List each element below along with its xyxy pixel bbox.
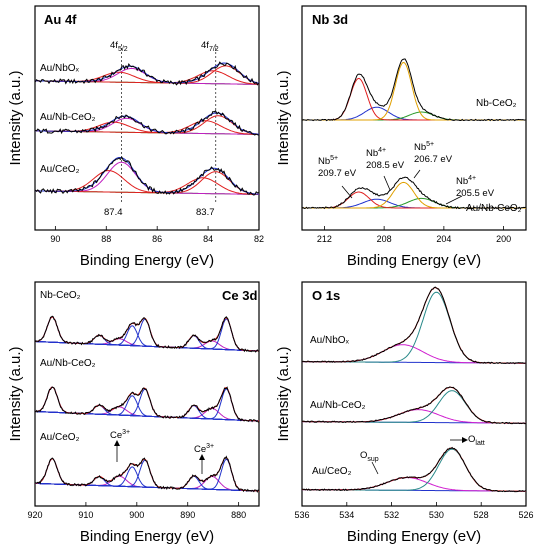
o1s-raw-1 — [301, 386, 527, 425]
au4f-xtick-label-1: 88 — [101, 234, 111, 244]
panel-au4f: Au 4f 90 88 86 84 82 4f5/2 4f7/2 Au/NbOₓ Au/… — [7, 5, 264, 269]
o1s-annotation-osup: Osup — [360, 450, 379, 463]
au4f-sample-label-1: Au/NbOₓ — [40, 63, 80, 74]
ce3d-raw-0 — [34, 315, 260, 353]
o1s-annotation-olatt: Olatt — [468, 434, 485, 447]
o1s-sup-component-1 — [302, 409, 526, 424]
ce3d-sample-label-2: Au/Nb-CeO₂ — [40, 358, 96, 369]
au4f-title: Au 4f — [44, 12, 77, 27]
au4f-ref-label-1: 87.4 — [104, 207, 123, 218]
nb3d-xtick-label-0: 212 — [317, 234, 332, 244]
o1s-arrow-osup — [371, 461, 379, 475]
panel-nb3d: Nb 3d 212 208 204 200 Nb-CeO₂ Au/Nb-CeO₂ Nb… — [275, 5, 527, 269]
au4f-raw-2 — [34, 156, 260, 196]
o1s-xlabel: Binding Energy (eV) — [347, 528, 481, 545]
ce3d-arrowhead-1 — [114, 440, 120, 446]
ce3d-sample-label-3: Au/CeO₂ — [40, 432, 80, 443]
ce3d-raw-1 — [34, 386, 260, 423]
au4f-sample-label-2: Au/Nb-CeO₂ — [40, 112, 96, 123]
nb3d-arrow-3 — [413, 169, 421, 179]
panel-ce3d: Ce 3d 920 910 900 890 880 Nb-CeO₂ Au/Nb-CeO₂… — [7, 281, 260, 545]
nb3d-top-envelope — [301, 58, 527, 122]
o1s-raw-2 — [301, 446, 527, 493]
ce3d-arrowhead-2 — [199, 454, 205, 460]
nb3d-annotation-nb5-b: Nb5+ 206.7 eV — [414, 141, 453, 165]
au4f-xtick-label-4: 82 — [254, 234, 264, 244]
o1s-title: O 1s — [312, 288, 340, 303]
nb3d-xtick-label-1: 208 — [377, 234, 392, 244]
panel-o1s: O 1s 536 534 532 530 528 526 Au/NbOₓ Au/Nb-Ce… — [275, 281, 534, 545]
ce3d-raw-2 — [34, 455, 260, 493]
au4f-raw-1 — [34, 110, 260, 136]
au4f-peak-label-5-2: 4f5/2 — [110, 40, 128, 53]
ce3d-ce4-component-0-5 — [35, 318, 259, 352]
ce3d-ce3-component-1-0 — [35, 406, 259, 422]
o1s-sup-component-0 — [302, 344, 526, 364]
ce3d-xtick-label-2: 900 — [129, 510, 144, 520]
nb3d-xlabel: Binding Energy (eV) — [347, 252, 481, 269]
nb3d-title: Nb 3d — [312, 12, 348, 27]
ce3d-xtick-label-3: 890 — [180, 510, 195, 520]
au4f-peak-label-7-2: 4f7/2 — [201, 40, 219, 53]
ce3d-ce4-component-2-0 — [35, 458, 259, 492]
au4f-sample-label-3: Au/CeO₂ — [40, 164, 80, 175]
o1s-sample-label-1: Au/NbOₓ — [310, 335, 350, 346]
nb3d-annotation-nb5-a: Nb5+ 209.7 eV — [318, 155, 357, 179]
ce3d-xtick-label-0: 920 — [27, 510, 42, 520]
nb3d-arrow-1 — [341, 185, 353, 199]
au4f-xtick-label-3: 84 — [203, 234, 213, 244]
o1s-arrowhead-olatt — [462, 437, 468, 443]
o1s-xtick-label-3: 530 — [429, 510, 444, 520]
nb3d-ylabel: Intensity (a.u.) — [275, 70, 292, 165]
nb3d-arrow-4 — [445, 195, 463, 205]
nb3d-top-nb5-b — [302, 61, 526, 121]
o1s-xtick-label-5: 526 — [518, 510, 533, 520]
ce3d-ce4-component-2-3 — [35, 459, 259, 492]
au4f-ylabel: Intensity (a.u.) — [7, 70, 24, 165]
au4f-frame — [34, 5, 260, 231]
ce3d-title: Ce 3d — [222, 288, 257, 303]
ce3d-annotation-ce3-b: Ce3+ — [194, 443, 214, 455]
o1s-frame — [301, 281, 527, 507]
nb3d-xtick-label-2: 204 — [436, 234, 451, 244]
au4f-xlabel: Binding Energy (eV) — [80, 252, 214, 269]
nb3d-annotation-nb4-a: Nb4+ 208.5 eV — [366, 147, 405, 171]
au4f-ref-label-2: 83.7 — [196, 207, 215, 218]
ce3d-xtick-label-1: 910 — [78, 510, 93, 520]
ce3d-ce4-component-0-2 — [35, 325, 259, 352]
o1s-xtick-label-4: 528 — [474, 510, 489, 520]
ce3d-frame — [34, 281, 260, 507]
o1s-xtick-label-1: 534 — [339, 510, 354, 520]
ce3d-ylabel: Intensity (a.u.) — [7, 346, 24, 441]
nb3d-arrow-2 — [383, 175, 391, 191]
nb3d-sample-label-2: Au/Nb-CeO₂ — [466, 203, 522, 214]
ce3d-sample-label-1: Nb-CeO₂ — [40, 290, 81, 301]
nb3d-annotation-nb4-b: Nb4+ 205.5 eV — [456, 175, 495, 199]
ce3d-ce4-component-1-5 — [35, 388, 259, 422]
nb3d-frame — [301, 5, 527, 231]
au4f-raw-0 — [34, 61, 260, 86]
o1s-xtick-label-2: 532 — [384, 510, 399, 520]
ce3d-annotation-ce3-a: Ce3+ — [110, 429, 130, 441]
o1s-raw-0 — [301, 286, 527, 365]
o1s-xtick-label-0: 536 — [294, 510, 309, 520]
o1s-ylabel: Intensity (a.u.) — [275, 346, 292, 441]
ce3d-ce4-component-2-5 — [35, 458, 259, 492]
nb3d-sample-label-1: Nb-CeO₂ — [476, 98, 517, 109]
ce3d-xlabel: Binding Energy (eV) — [80, 528, 214, 545]
o1s-sample-label-3: Au/CeO₂ — [312, 466, 352, 477]
nb3d-xtick-label-3: 200 — [496, 234, 511, 244]
o1s-sample-label-2: Au/Nb-CeO₂ — [310, 400, 366, 411]
au4f-xtick-label-2: 86 — [152, 234, 162, 244]
au4f-xtick-label-0: 90 — [50, 234, 60, 244]
nb3d-bottom-envelope — [301, 176, 527, 210]
ce3d-xtick-label-4: 880 — [231, 510, 246, 520]
